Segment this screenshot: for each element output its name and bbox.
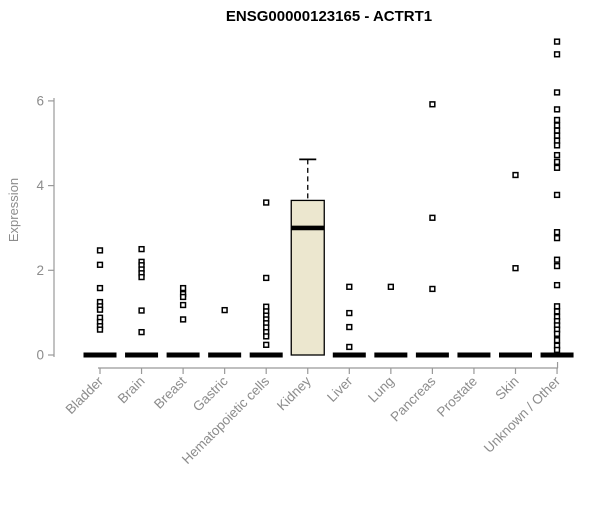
outlier-point [553,337,561,344]
outlier-point [553,132,561,139]
y-axis-title: Expression [6,177,21,243]
zero-median-bar [540,352,574,358]
outlier-point [512,265,519,272]
outlier-point [138,328,145,336]
outlier-point [346,323,353,331]
outlier-point [346,309,353,317]
outlier-point [346,283,353,290]
zero-median-bar [499,352,532,358]
outlier-point [96,261,104,268]
zero-median-bar [457,352,491,358]
x-axis-category-label: Skin [492,374,521,403]
outlier-point [96,326,104,333]
outlier-point [553,164,561,171]
outlier-point [138,273,145,281]
outlier-point [553,346,561,354]
x-axis-category-label: Liver [324,373,356,405]
outlier-point [553,89,561,96]
outlier-point [553,151,561,159]
x-axis-category-label: Pancreas [388,373,439,424]
outlier-point [263,333,270,340]
outlier-point [138,307,145,314]
outlier-point [553,281,561,289]
outlier-point [553,127,561,134]
outlier-point [179,293,187,301]
x-axis-category-label: Breast [151,373,189,411]
outlier-point [346,343,353,351]
outlier-point [553,158,561,166]
x-axis-category-label: Lung [365,374,397,406]
outlier-point [553,234,561,242]
outlier-point [429,285,436,293]
outlier-point [96,247,104,254]
outlier-point [387,283,395,290]
outlier-point [553,122,561,129]
outlier-point [553,116,561,124]
outlier-point [553,229,561,236]
outlier-point [179,301,187,309]
zero-median-bar [374,352,408,358]
y-tick-label: 2 [36,263,44,278]
zero-median-bar [415,352,449,358]
outlier-point [429,214,436,221]
outlier-point [96,306,104,313]
outlier-point [263,199,270,206]
outlier-point [553,256,561,263]
box [290,199,325,356]
outlier-point [221,306,228,314]
outlier-point [179,316,187,323]
x-axis-category-label: Gastric [190,373,231,414]
y-tick-label: 0 [36,348,44,363]
x-axis-category-label: Brain [115,374,148,407]
zero-median-bar [125,352,159,358]
outlier-point [553,308,561,315]
outlier-point [553,303,561,310]
outlier-point [429,101,436,108]
outlier-point [263,341,270,348]
outlier-point [512,171,519,179]
x-axis-category-label: Prostate [434,374,480,420]
zero-median-bar [166,352,200,358]
outlier-point [553,106,561,113]
outlier-point [553,142,561,149]
x-axis-category-label: Unknown / Other [481,373,564,456]
outlier-point [553,191,561,199]
outlier-point [553,38,561,45]
chart-title: ENSG00000123165 - ACTRT1 [225,8,433,25]
y-tick-label: 6 [36,93,44,108]
outlier-point [553,262,561,270]
outlier-point [553,51,561,58]
outlier-point [263,274,270,282]
zero-median-bar [332,352,366,358]
zero-median-bar [249,352,283,358]
box-median-line [291,225,325,231]
outlier-point [96,284,104,292]
x-axis-category-label: Kidney [274,373,314,413]
outlier-point [179,284,187,292]
x-axis-category-label: Bladder [63,373,107,417]
zero-median-bar [208,352,242,358]
y-tick-label: 4 [36,178,44,193]
zero-median-bar [83,352,117,358]
outlier-point [138,245,145,253]
outlier-point [553,330,561,337]
